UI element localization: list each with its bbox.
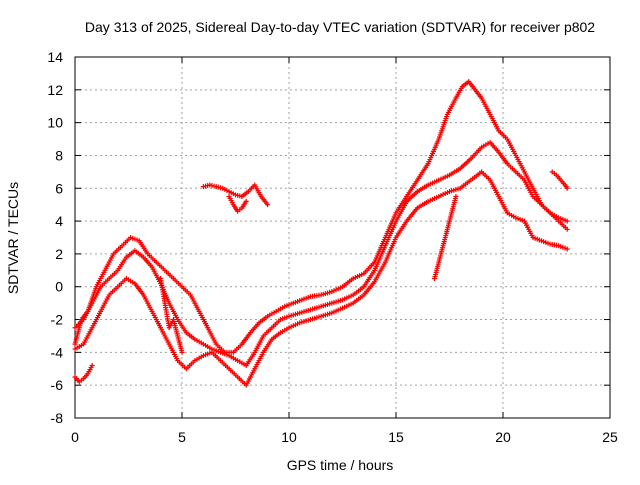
series-spike-near-17h <box>432 193 459 282</box>
y-tick-label: 0 <box>55 279 63 295</box>
y-tick-label: -8 <box>51 410 64 426</box>
y-tick-label: -2 <box>51 312 64 328</box>
data-point <box>179 349 185 355</box>
y-tick-label: 12 <box>47 82 63 98</box>
x-tick-label: 0 <box>71 429 79 445</box>
data-point <box>564 185 570 191</box>
y-tick-label: 4 <box>55 213 63 229</box>
x-tick-label: 25 <box>602 429 618 445</box>
data-point <box>265 202 271 208</box>
data-point <box>89 362 95 368</box>
y-tick-label: 10 <box>47 115 63 131</box>
y-tick-label: -4 <box>51 344 64 360</box>
series-middle-track <box>72 139 570 368</box>
x-tick-label: 10 <box>281 429 297 445</box>
y-tick-label: 14 <box>47 49 63 65</box>
x-tick-label: 15 <box>388 429 404 445</box>
y-tick-label: 6 <box>55 180 63 196</box>
x-tick-label: 5 <box>178 429 186 445</box>
series-drop-near-7h <box>226 193 249 214</box>
series-upper-track <box>72 79 570 355</box>
series-arc-near-6h <box>200 182 271 208</box>
y-axis-label: SDTVAR / TECUs <box>5 182 21 294</box>
x-tick-label: 20 <box>495 429 511 445</box>
series-arc-near-23h <box>549 169 570 191</box>
data-point <box>564 226 570 232</box>
chart-title: Day 313 of 2025, Sidereal Day-to-day VTE… <box>85 19 595 35</box>
x-axis-label: GPS time / hours <box>287 457 394 473</box>
data-point <box>243 198 249 204</box>
series-short-arc-near-0 <box>72 362 95 385</box>
y-tick-label: 2 <box>55 246 63 262</box>
series-lower-track <box>72 169 570 388</box>
data-point <box>564 218 570 224</box>
data-point <box>564 246 570 252</box>
y-tick-label: 8 <box>55 147 63 163</box>
y-tick-label: -6 <box>51 377 64 393</box>
plot-frame <box>74 56 611 419</box>
data-point <box>453 193 459 199</box>
series-spikes-4h-5h <box>158 276 185 355</box>
